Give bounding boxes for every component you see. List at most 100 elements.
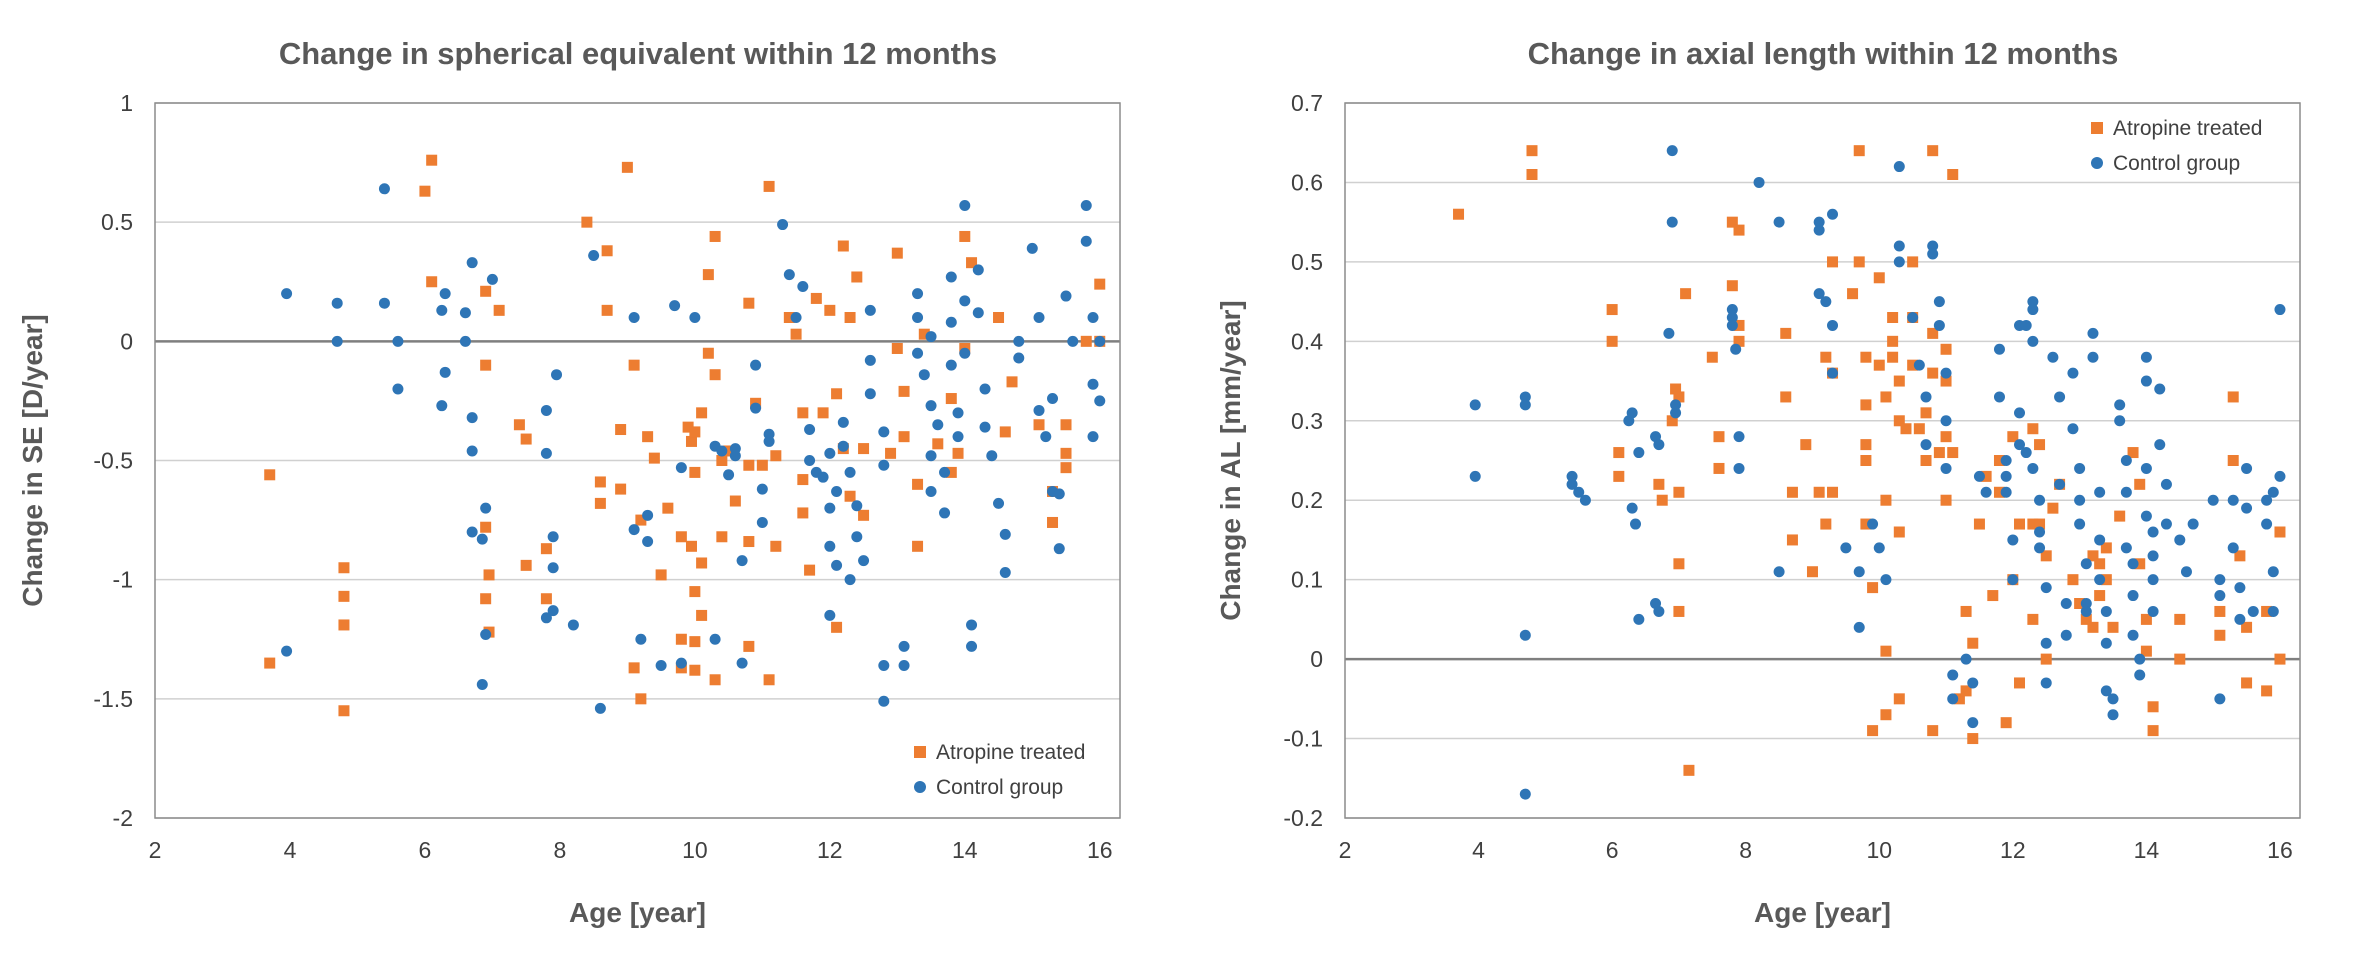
data-point-square xyxy=(480,285,492,297)
data-point-square xyxy=(2147,701,2159,713)
data-point-square xyxy=(480,593,492,605)
data-point-circle xyxy=(1633,447,1645,459)
data-point-circle xyxy=(2147,550,2159,562)
data-point-circle xyxy=(804,424,816,436)
data-point-square xyxy=(844,312,856,323)
data-point-square xyxy=(1853,145,1865,157)
data-point-circle xyxy=(1566,478,1578,490)
data-point-circle xyxy=(588,250,600,262)
data-point-circle xyxy=(878,659,890,671)
data-point-circle xyxy=(1920,439,1932,451)
data-point-circle xyxy=(2000,486,2012,498)
data-point-square xyxy=(2067,574,2079,586)
data-point-circle xyxy=(1469,470,1481,482)
data-point-circle xyxy=(2080,605,2092,617)
data-point-circle xyxy=(2040,582,2052,594)
data-point-square xyxy=(1060,419,1072,431)
data-point-square xyxy=(2014,518,2026,530)
data-point-circle xyxy=(2214,574,2226,586)
y-tick-label: 0.5 xyxy=(1291,249,1323,275)
data-point-circle xyxy=(709,633,721,645)
data-point-circle xyxy=(2094,534,2106,546)
data-point-circle xyxy=(642,509,654,521)
data-point-circle xyxy=(2234,613,2246,625)
data-point-square xyxy=(2214,605,2226,617)
legend-label: Control group xyxy=(2113,152,2240,175)
data-point-circle xyxy=(1880,574,1892,586)
data-point-circle xyxy=(952,431,964,443)
data-point-square xyxy=(1880,494,1892,506)
data-point-circle xyxy=(804,455,816,466)
data-point-square xyxy=(621,161,633,173)
data-point-circle xyxy=(2094,486,2106,498)
data-point-square xyxy=(2227,391,2239,403)
data-point-square xyxy=(615,424,627,436)
data-point-circle xyxy=(2134,653,2146,665)
y-tick-label: 0.6 xyxy=(1291,169,1323,195)
data-point-circle xyxy=(540,612,552,624)
data-point-circle xyxy=(824,447,836,459)
data-point-circle xyxy=(2054,478,2066,490)
data-point-square xyxy=(2040,653,2052,665)
data-point-square xyxy=(1933,447,1945,459)
data-point-square xyxy=(1820,518,1832,530)
data-point-circle xyxy=(2034,542,2046,554)
data-point-square xyxy=(2074,598,2086,609)
data-point-square xyxy=(2134,478,2146,490)
data-point-circle xyxy=(750,359,762,371)
data-point-square xyxy=(1780,391,1792,403)
data-point-circle xyxy=(2120,542,2132,554)
data-point-square xyxy=(675,633,687,645)
data-point-circle xyxy=(945,271,957,283)
data-point-square xyxy=(993,312,1005,323)
data-point-circle xyxy=(2100,605,2112,617)
data-point-square xyxy=(1967,637,1979,649)
data-point-square xyxy=(1827,256,1839,268)
data-point-circle xyxy=(1663,327,1675,339)
data-point-square xyxy=(615,483,627,495)
data-point-circle xyxy=(750,402,762,414)
y-tick-label: 0.7 xyxy=(1291,90,1323,116)
data-point-square xyxy=(797,474,809,486)
data-point-circle xyxy=(2067,423,2079,435)
data-point-square xyxy=(1780,327,1792,339)
data-point-circle xyxy=(1726,319,1738,331)
data-point-square xyxy=(952,447,964,459)
data-point-square xyxy=(945,466,957,478)
data-point-circle xyxy=(1827,319,1839,331)
data-point-square xyxy=(594,476,606,488)
data-point-circle xyxy=(480,502,492,514)
data-point-circle xyxy=(2140,462,2152,474)
x-tick-label: 14 xyxy=(2134,837,2160,863)
data-point-square xyxy=(1873,359,1885,371)
data-point-circle xyxy=(878,695,890,707)
plot-area xyxy=(154,102,1121,819)
data-point-circle xyxy=(1940,415,1952,427)
data-point-circle xyxy=(1047,393,1059,405)
data-point-circle xyxy=(551,369,563,381)
data-point-square xyxy=(891,342,903,354)
data-point-circle xyxy=(675,462,687,474)
data-point-square xyxy=(716,455,728,466)
data-point-square xyxy=(1973,518,1985,530)
data-point-circle xyxy=(1080,235,1092,247)
data-point-circle xyxy=(1630,518,1642,530)
data-point-circle xyxy=(2127,629,2139,641)
data-point-square xyxy=(912,540,924,552)
data-point-circle xyxy=(2027,335,2039,347)
data-point-square xyxy=(2274,653,2286,665)
data-point-circle xyxy=(1840,542,1852,554)
data-point-circle xyxy=(1907,312,1919,323)
data-point-square xyxy=(338,562,350,574)
data-point-circle xyxy=(1853,621,1865,633)
data-point-square xyxy=(1860,455,1872,466)
data-point-square xyxy=(743,640,755,652)
data-point-square xyxy=(885,447,897,459)
data-point-square xyxy=(1887,312,1899,323)
data-point-square xyxy=(1993,486,2005,498)
data-point-circle xyxy=(939,466,951,478)
y-tick-label: -0.2 xyxy=(1283,805,1323,831)
data-point-circle xyxy=(466,526,478,538)
data-point-square xyxy=(2100,574,2112,586)
data-point-square xyxy=(1887,351,1899,363)
